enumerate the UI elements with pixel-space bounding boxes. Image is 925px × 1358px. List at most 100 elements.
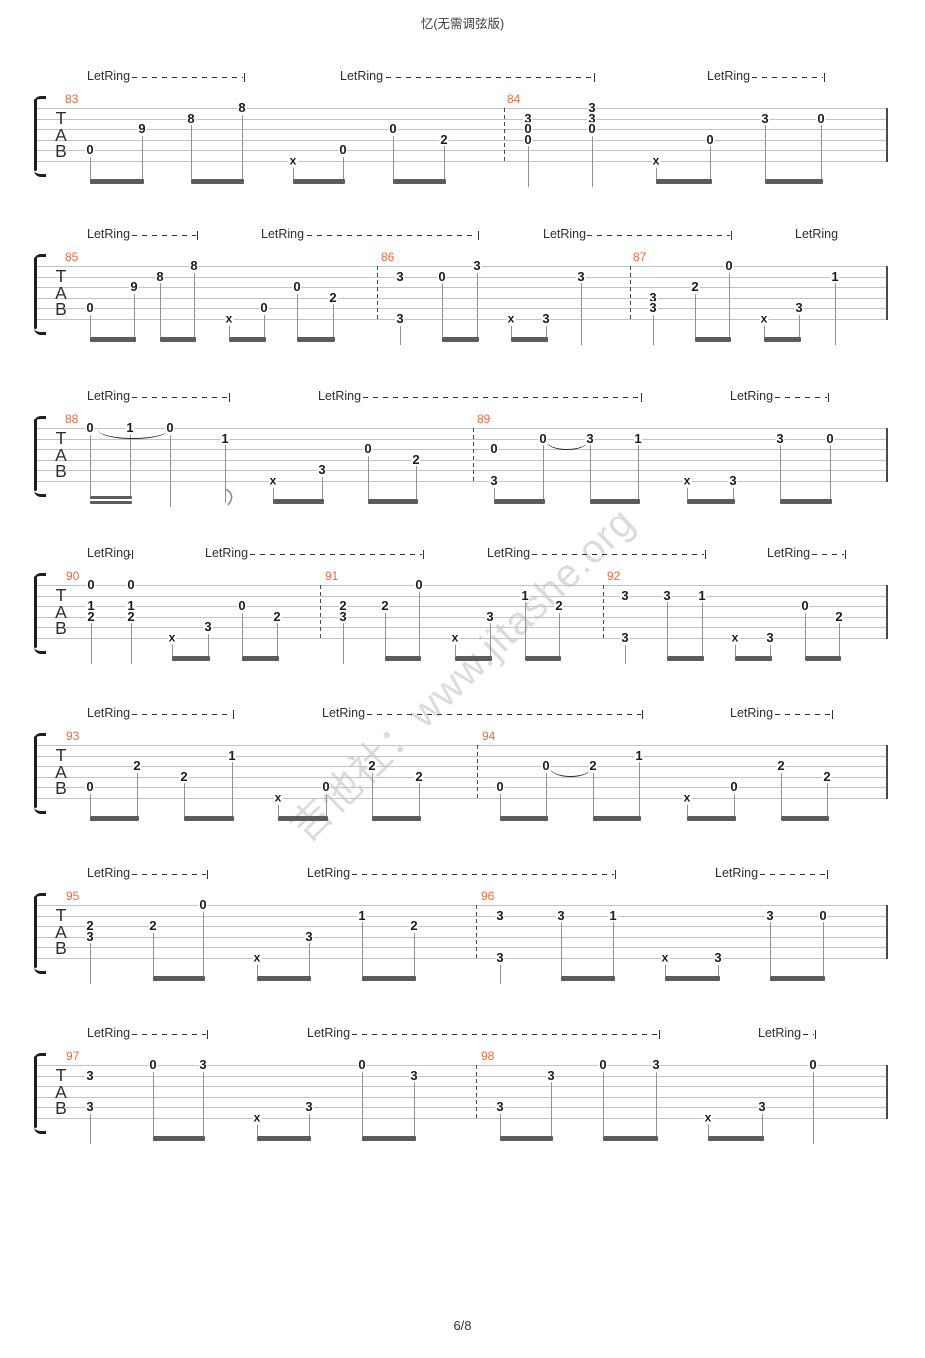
- fret-number: 0: [800, 598, 810, 614]
- fret-number: 3: [495, 1099, 505, 1115]
- note-stem: [551, 1081, 553, 1136]
- beam-line: [292, 179, 345, 184]
- fret-number: 2: [409, 918, 419, 934]
- measure-number: 98: [481, 1049, 495, 1063]
- fret-number: 0: [818, 907, 828, 923]
- note-stem: [638, 444, 640, 499]
- beam-line: [371, 816, 421, 821]
- fret-number: 0: [825, 430, 835, 446]
- let-ring-label: LetRing: [543, 227, 587, 241]
- tab-clef-letter: A: [55, 282, 67, 303]
- let-ring-end-tick: [615, 870, 617, 879]
- let-ring-end-tick: [824, 73, 826, 82]
- measure-barline: [477, 745, 479, 799]
- fret-number: 3: [495, 907, 505, 923]
- let-ring-label: LetRing: [307, 1026, 351, 1040]
- fret-number: 0: [357, 1057, 367, 1073]
- fret-number: 2: [367, 758, 377, 774]
- let-ring-end-tick: [828, 393, 830, 402]
- fret-number: 0: [85, 142, 95, 158]
- fret-number: 2: [776, 758, 786, 774]
- note-stem: [603, 1071, 605, 1136]
- let-ring-dashes: [587, 235, 730, 237]
- note-stem: [561, 921, 563, 976]
- fret-number: 3: [728, 473, 738, 489]
- beam-line: [707, 1136, 764, 1141]
- let-ring-label: LetRing: [87, 227, 131, 241]
- beam-line: [190, 179, 244, 184]
- let-ring-end-tick: [594, 73, 596, 82]
- let-ring-label: LetRing: [87, 866, 131, 880]
- note-stem: [528, 145, 530, 187]
- fret-number: 3: [409, 1067, 419, 1083]
- note-stem: [309, 942, 311, 976]
- measure-number: 83: [65, 92, 79, 106]
- beam-line: [392, 179, 446, 184]
- fret-number: 3: [662, 587, 672, 603]
- fret-number: 3: [198, 1057, 208, 1073]
- measure-number: 93: [66, 729, 80, 743]
- system-end-barline: [886, 266, 888, 320]
- let-ring-dashes: [367, 714, 641, 716]
- note-stem: [656, 167, 658, 179]
- staff-line: [36, 905, 888, 906]
- fret-number: 0: [338, 142, 348, 158]
- note-stem: [130, 434, 132, 496]
- note-stem: [735, 644, 737, 656]
- fret-number: 8: [237, 100, 247, 116]
- bracket-hook-top: [34, 1053, 46, 1063]
- fret-number: 2: [380, 598, 390, 614]
- fret-number: 0: [598, 1057, 608, 1073]
- let-ring-label: LetRing: [795, 227, 839, 241]
- fret-number: 1: [634, 747, 644, 763]
- fret-number: 3: [203, 619, 213, 635]
- note-stem: [142, 135, 144, 179]
- fret-number: 3: [304, 1099, 314, 1115]
- note-stem: [419, 782, 421, 816]
- fret-number: 0: [85, 779, 95, 795]
- dead-note-x: x: [703, 1110, 713, 1125]
- note-stem: [444, 145, 446, 179]
- let-ring-dashes: [129, 554, 131, 556]
- note-stem: [702, 601, 704, 656]
- fret-number: 2: [439, 131, 449, 147]
- fret-number: 1: [633, 430, 643, 446]
- dead-note-x: x: [252, 1110, 262, 1125]
- staff-line: [36, 595, 888, 597]
- staff-line: [36, 139, 888, 141]
- let-ring-dashes: [250, 554, 422, 556]
- staff-line: [36, 926, 888, 928]
- note-stem: [372, 772, 374, 816]
- let-ring-dashes: [132, 77, 243, 79]
- beam-line: [171, 656, 210, 661]
- dead-note-x: x: [288, 153, 298, 168]
- page-number: 6/8: [453, 1318, 472, 1333]
- fret-number: 0: [292, 279, 302, 295]
- let-ring-dashes: [775, 397, 827, 399]
- dead-note-x: x: [660, 950, 670, 965]
- tab-clef-letter: T: [55, 1065, 67, 1085]
- fret-number: 2: [272, 608, 282, 624]
- let-ring-end-tick: [815, 1030, 817, 1039]
- dead-note-x: x: [450, 630, 460, 645]
- let-ring-end-tick: [233, 710, 235, 719]
- note-stem: [343, 622, 345, 664]
- note-stem: [813, 1071, 815, 1144]
- fret-number: 2: [588, 758, 598, 774]
- tab-clef-letter: A: [55, 444, 67, 465]
- let-ring-dashes: [307, 235, 477, 237]
- note-stem: [368, 455, 370, 499]
- fret-number: 3: [587, 100, 597, 116]
- note-stem: [442, 282, 444, 337]
- beam-line: [592, 816, 641, 821]
- note-stem: [546, 325, 548, 337]
- measure-barline: [630, 266, 632, 320]
- staff-line: [36, 745, 888, 746]
- staff-line: [36, 481, 888, 482]
- let-ring-end-tick: [731, 231, 733, 240]
- fret-number: 1: [227, 747, 237, 763]
- let-ring-label: LetRing: [730, 706, 774, 720]
- dead-note-x: x: [252, 950, 262, 965]
